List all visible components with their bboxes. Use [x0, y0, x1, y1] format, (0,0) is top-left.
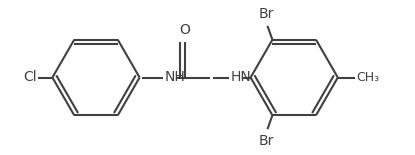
Text: Br: Br — [259, 7, 274, 21]
Text: Br: Br — [259, 134, 274, 148]
Text: NH: NH — [164, 71, 185, 84]
Text: HN: HN — [230, 71, 251, 84]
Text: O: O — [179, 23, 190, 37]
Text: CH₃: CH₃ — [356, 71, 379, 84]
Text: Cl: Cl — [23, 71, 37, 84]
